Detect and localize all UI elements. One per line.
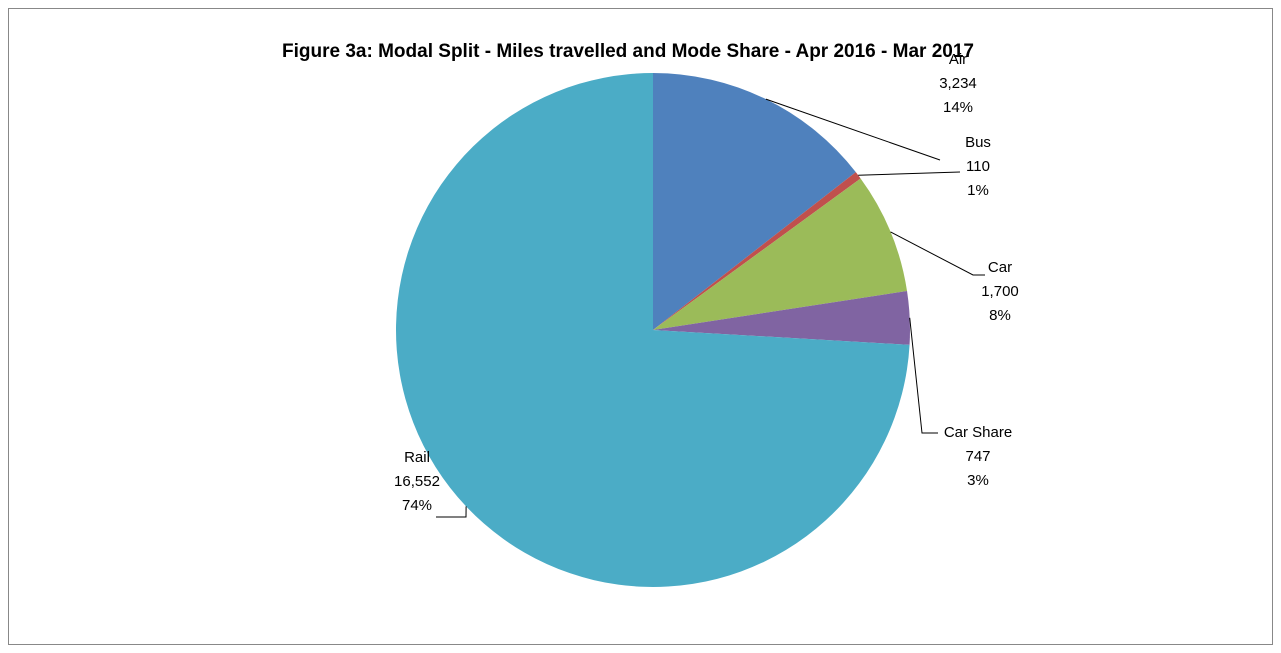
pie-slice: [395, 73, 910, 587]
leader-line: [890, 231, 985, 276]
slice-label-value: 1,700: [981, 283, 1019, 300]
slice-label-value: 747: [965, 448, 990, 465]
slice-label-share: 1%: [967, 182, 989, 199]
slice-label-share: 14%: [943, 99, 973, 116]
pie-slice: [653, 172, 861, 330]
slice-label-name: Car: [988, 259, 1012, 276]
leader-line: [909, 317, 938, 434]
slice-label-share: 74%: [402, 497, 432, 514]
slice-label-name: Bus: [965, 134, 991, 151]
chart-title: Figure 3a: Modal Split - Miles travelled…: [282, 41, 974, 62]
slice-label-share: 8%: [989, 307, 1011, 324]
pie-slice: [653, 178, 908, 330]
slice-label-value: 16,552: [394, 473, 440, 490]
leader-line: [765, 98, 941, 161]
slice-label-share: 3%: [967, 472, 989, 489]
leader-line: [858, 171, 961, 176]
pie-slice: [653, 73, 856, 330]
slice-label-value: 110: [966, 158, 990, 175]
slice-label-value: 3,234: [939, 75, 977, 92]
slice-label-name: Air: [949, 51, 967, 68]
slice-label-name: Rail: [404, 449, 430, 466]
pie-slice: [653, 290, 910, 345]
leader-line: [436, 506, 467, 518]
slice-label-name: Car Share: [944, 424, 1012, 441]
